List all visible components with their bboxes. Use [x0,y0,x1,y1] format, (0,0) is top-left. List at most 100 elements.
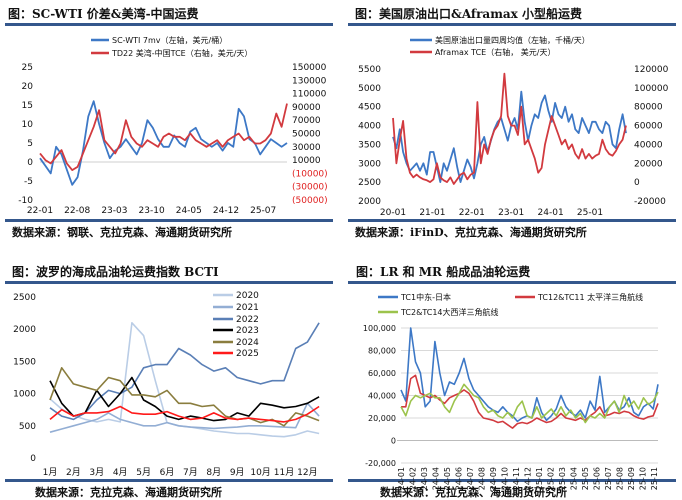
series-line-tc1- [400,327,659,423]
divider [5,281,333,284]
y2-tick-label: 60000 [634,122,663,132]
x-tick-label: 20-01 [380,208,406,218]
x-tick-label: 24-10 [501,467,510,490]
x-tick-label: 24-01 [397,467,406,490]
legend-label: TD22 美湾-中国TCE（右轴，美元/天） [111,48,252,58]
divider [348,281,676,284]
y2-tick-label: (10000) [292,169,328,179]
divider [5,479,333,482]
y2-tick-label: 130000 [292,76,327,86]
x-tick-label: 6月 [160,467,175,478]
legend-label: TC2&TC14大西洋三角航线 [400,307,499,317]
x-tick-label: 24-02 [409,467,418,490]
x-tick-label: 12月 [297,467,317,478]
y-tick-label: -10 [18,196,33,206]
y2-tick-label: (30000) [292,183,328,193]
x-tick-label: 25-01 [535,467,544,490]
y-tick-label: 0 [27,158,33,168]
series-line-2025 [49,405,320,423]
x-tick-label: 24-12 [524,467,533,490]
y-tick-label: 1000 [13,390,36,400]
legend-label: TC12&TC11 太平洋三角航线 [537,292,643,302]
y-tick-label: 2000 [13,325,36,335]
y-tick-label: 10 [22,120,34,130]
series-line-2022 [49,322,320,421]
x-tick-label: 4月 [113,467,128,478]
x-tick-label: 24-04 [432,467,441,490]
chart-title-bcti: 图：波罗的海成品油轮运费指数 BCTI [12,265,219,279]
y-tick-label: 15 [22,101,33,111]
series-line-aframax-tce- [392,72,627,185]
y-tick-label: 3500 [358,140,381,150]
y-tick-label: 0 [30,454,36,464]
x-tick-label: 24-01 [538,208,564,218]
x-tick-label: 24-09 [489,467,498,490]
y-tick-label: 5000 [358,84,381,94]
y2-tick-label: (50000) [292,196,328,206]
divider [5,219,333,222]
y-tick-label: -20,000 [365,459,396,468]
y2-tick-label: 90000 [292,103,321,113]
x-tick-label: 9月 [230,467,245,478]
source-note: 数据来源：克拉克森、海通期货研究所 [380,486,567,499]
legend-label: 2025 [236,349,259,359]
series-line-tc2-tc14- [400,383,659,424]
y-tick-label: 1500 [13,357,36,367]
x-tick-label: 25-05 [581,467,590,490]
y-tick-label: 20 [22,82,34,92]
x-tick-label: 21-01 [419,208,445,218]
x-tick-label: 8月 [206,467,221,478]
y2-tick-label: 20000 [634,159,663,169]
x-tick-label: 3月 [89,467,104,478]
chart-title-us-crude-aframax: 图：美国原油出口&Aframax 小型船运费 [355,7,582,21]
y-tick-label: 4500 [358,103,381,113]
y2-tick-label: 80000 [634,103,663,113]
series-line-sc-wti-7mv- [39,100,288,186]
x-tick-label: 7月 [183,467,198,478]
x-tick-label: 25-04 [570,467,579,490]
series-line-td22-tce- [39,103,288,172]
x-tick-label: 23-03 [101,206,127,216]
divider [348,23,676,26]
y2-tick-label: 110000 [292,90,327,100]
x-tick-label: 1月 [43,467,58,478]
y2-tick-label: 10000 [292,156,321,166]
y-tick-label: 2500 [358,178,381,188]
y-tick-label: 60,000 [368,369,396,378]
x-tick-label: 23-10 [139,206,165,216]
x-tick-label: 22-08 [64,206,90,216]
legend-label: 2022 [236,315,259,325]
legend-label: TC1中东-日本 [400,292,451,302]
x-tick-label: 10月 [250,467,270,478]
y-tick-label: -5 [24,177,33,187]
legend-label: 2024 [236,338,259,348]
series-line-2021 [49,402,320,433]
y-tick-label: 0 [391,437,396,446]
x-tick-label: 25-07 [604,467,613,490]
y-tick-label: 80,000 [368,347,396,356]
source-note: 数据来源：钢联、克拉克森、海通期货研究所 [12,226,232,239]
divider [5,23,333,26]
y-tick-label: 500 [19,422,36,432]
y2-tick-label: 120000 [634,65,669,75]
x-tick-label: 25-07 [250,206,276,216]
x-tick-label: 23-01 [498,208,524,218]
y2-tick-label: 100000 [634,84,669,94]
x-tick-label: 2月 [66,467,81,478]
y-tick-label: 2500 [13,293,36,303]
y-tick-label: 5500 [358,65,381,75]
legend-label: Aframax TCE（右轴， 美元/天） [435,47,555,57]
y2-tick-label: 50000 [292,130,321,140]
y-tick-label: 5 [27,139,33,149]
legend-label: 美国原油出口量四周均值（左轴，千桶/天） [435,35,590,45]
x-tick-label: 24-06 [455,467,464,490]
series-line-2020 [49,321,320,438]
x-tick-label: 24-11 [512,467,521,490]
x-tick-label: 24-08 [478,467,487,490]
y-tick-label: 40,000 [368,392,396,401]
legend-label: 2021 [236,303,259,313]
x-tick-label: 25-09 [627,467,636,490]
y-tick-label: 2000 [358,197,381,207]
y2-tick-label: 30000 [292,143,321,153]
